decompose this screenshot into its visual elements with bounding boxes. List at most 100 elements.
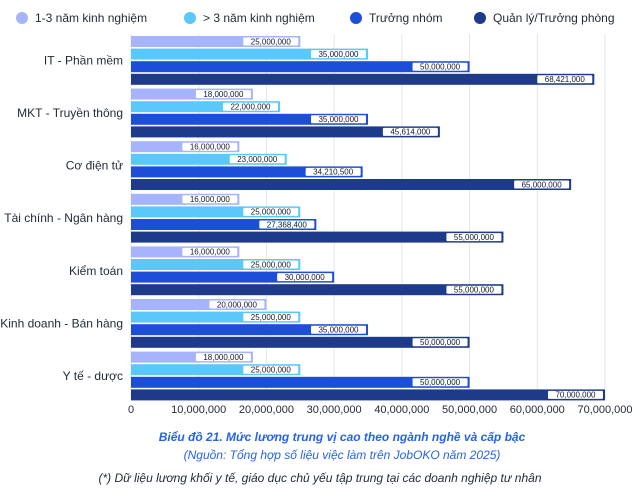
bar-value-label: 20,000,000 xyxy=(217,300,258,309)
x-tick-label: 10,000,000 xyxy=(171,404,226,416)
bar xyxy=(131,271,335,283)
bar xyxy=(131,166,363,178)
bar-label-bg xyxy=(259,220,315,229)
legend-swatch xyxy=(184,12,196,24)
bar-value-label: 30,000,000 xyxy=(285,273,326,282)
bar-value-label: 68,421,000 xyxy=(545,75,586,84)
x-tick-label: 70,000,000 xyxy=(577,404,632,416)
bar xyxy=(131,324,368,336)
bar-label-bg xyxy=(382,127,438,136)
x-tick-label: 20,000,000 xyxy=(239,404,294,416)
category-label: Y tế - dược xyxy=(63,369,123,383)
bar-label-bg xyxy=(412,338,468,347)
legend-swatch xyxy=(474,12,486,24)
bar-label-bg xyxy=(195,353,251,362)
legend: 1-3 năm kinh nghiệm > 3 năm kinh nghiệm Tr… xyxy=(16,11,615,25)
bar-label-bg xyxy=(195,90,251,99)
bar-value-label: 55,000,000 xyxy=(454,286,495,295)
bar-label-bg xyxy=(209,300,265,309)
x-tick-label: 50,000,000 xyxy=(442,404,497,416)
bar-value-label: 25,000,000 xyxy=(251,260,292,269)
bar-value-label: 35,000,000 xyxy=(318,50,359,59)
bars: 25,000,000 35,000,000 50,000,000 68,421,000… xyxy=(131,36,605,401)
category-label: Kinh doanh - Bán hàng xyxy=(0,316,123,330)
bar-value-label: 18,000,000 xyxy=(203,90,244,99)
bar xyxy=(131,299,267,310)
x-axis-ticks: 0 10,000,000 20,000,000 30,000,000 40,000,00… xyxy=(128,404,633,416)
bar xyxy=(131,179,572,190)
bar-value-label: 16,000,000 xyxy=(190,248,231,257)
bar-value-label: 55,000,000 xyxy=(454,233,495,242)
bar-label-bg xyxy=(243,260,299,269)
legend-swatch xyxy=(350,12,362,24)
bar-label-bg xyxy=(412,62,468,71)
bar xyxy=(131,376,470,388)
category-labels: IT - Phần mềm MKT - Truyền thông Cơ điện t… xyxy=(0,53,123,383)
bar xyxy=(131,153,287,165)
bar-label-bg xyxy=(229,155,285,164)
bar xyxy=(131,113,368,125)
bar xyxy=(131,36,301,47)
bar xyxy=(131,73,595,85)
bar xyxy=(131,231,504,243)
bar-label-bg xyxy=(446,233,502,242)
bar xyxy=(131,389,605,401)
bar xyxy=(131,259,301,270)
bar-value-label: 50,000,000 xyxy=(420,338,461,347)
category-label: MKT - Truyền thông xyxy=(17,106,123,120)
bar xyxy=(131,126,440,138)
bar xyxy=(131,219,317,230)
bar-label-bg xyxy=(514,180,570,189)
category-label: Kiểm toán xyxy=(69,264,123,278)
bar-label-bg xyxy=(277,273,333,282)
bar-value-label: 35,000,000 xyxy=(318,326,359,335)
bar-label-bg xyxy=(311,50,366,59)
bar-label-bg xyxy=(537,75,593,84)
x-tick-label: 0 xyxy=(128,404,134,416)
bar-label-bg xyxy=(243,207,299,216)
category-label: IT - Phần mềm xyxy=(44,53,123,67)
bar-value-label: 70,000,000 xyxy=(555,391,596,400)
chart-source: (Nguồn: Tổng hợp số liệu việc làm trên J… xyxy=(184,448,501,462)
bar-value-label: 50,000,000 xyxy=(420,63,461,72)
bar-value-label: 23,000,000 xyxy=(237,155,278,164)
x-tick-label: 60,000,000 xyxy=(510,404,565,416)
bar xyxy=(131,48,368,60)
bar-value-label: 34,210,500 xyxy=(313,168,354,177)
bar-label-bg xyxy=(446,285,502,294)
bar-label-bg xyxy=(412,378,468,387)
bar-label-bg xyxy=(305,167,361,176)
bar-label-bg xyxy=(182,247,238,256)
bar-value-label: 35,000,000 xyxy=(318,115,359,124)
bar-value-label: 65,000,000 xyxy=(522,180,563,189)
bar-label-bg xyxy=(311,115,366,124)
bar-value-label: 25,000,000 xyxy=(251,313,292,322)
bar-label-bg xyxy=(243,313,299,322)
bar-value-label: 25,000,000 xyxy=(251,208,292,217)
x-tick-label: 40,000,000 xyxy=(374,404,429,416)
bar xyxy=(131,61,470,73)
bar xyxy=(131,311,301,323)
bar-label-bg xyxy=(182,142,238,151)
bar xyxy=(131,364,301,376)
category-label: Cơ điện tử xyxy=(66,159,123,173)
bar-label-bg xyxy=(182,195,238,204)
bar-label-bg xyxy=(243,37,299,46)
legend-label: 1-3 năm kinh nghiệm xyxy=(35,11,147,25)
chart-footnote: (*) Dữ liệu lương khối y tế, giáo dục ch… xyxy=(98,471,541,485)
bar xyxy=(131,336,470,348)
bar-value-label: 50,000,000 xyxy=(420,378,461,387)
legend-label: Trưởng nhóm xyxy=(369,11,442,25)
bar-value-label: 45,614,000 xyxy=(390,128,431,137)
bar-value-label: 25,000,000 xyxy=(251,37,292,46)
legend-label: Quản lý/Trưởng phòng xyxy=(493,11,615,25)
x-tick-label: 30,000,000 xyxy=(307,404,362,416)
bar xyxy=(131,101,280,113)
bar xyxy=(131,88,253,100)
category-label: Tài chính - Ngân hàng xyxy=(4,211,123,225)
bar-value-label: 25,000,000 xyxy=(251,366,292,375)
bar-value-label: 27,368,400 xyxy=(267,220,308,229)
bar-label-bg xyxy=(243,365,299,374)
legend-swatch xyxy=(16,12,28,24)
